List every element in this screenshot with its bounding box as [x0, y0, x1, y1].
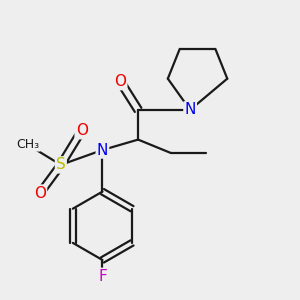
Text: F: F [98, 269, 107, 284]
Text: S: S [56, 158, 66, 172]
Text: N: N [184, 102, 196, 117]
Text: N: N [97, 142, 108, 158]
Text: CH₃: CH₃ [16, 138, 40, 151]
Text: O: O [34, 186, 46, 201]
Text: O: O [114, 74, 126, 89]
Text: O: O [76, 123, 88, 138]
